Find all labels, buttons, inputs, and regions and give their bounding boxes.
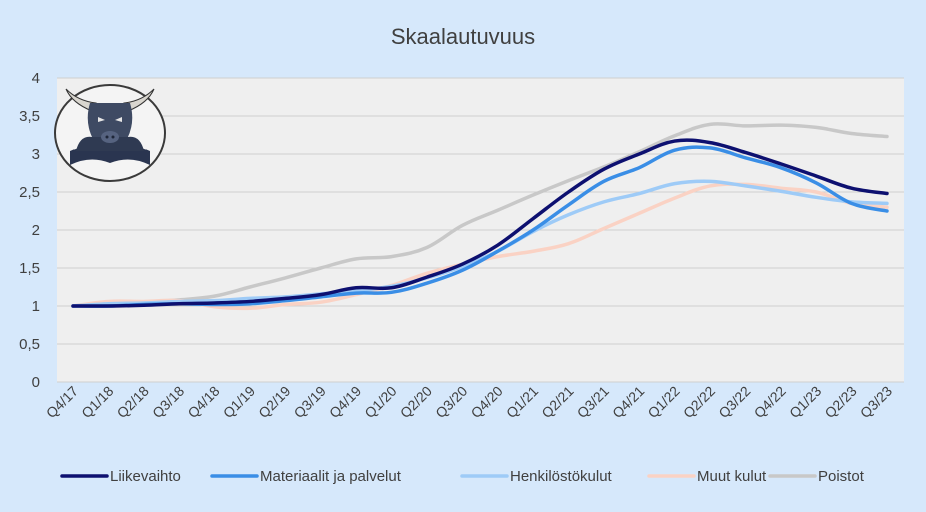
chart-title: Skaalautuvuus	[391, 24, 535, 49]
y-tick-label: 2,5	[19, 184, 40, 201]
y-tick-label: 0,5	[19, 336, 40, 353]
legend-label: Henkilöstökulut	[510, 468, 613, 485]
y-tick-label: 0	[32, 374, 40, 391]
y-tick-label: 1,5	[19, 260, 40, 277]
series-line-5	[71, 122, 889, 308]
legend: Liikevaihto Materiaalit ja palvelut Henkil…	[60, 468, 865, 485]
y-tick-label: 2	[32, 222, 40, 239]
series-line-1	[71, 138, 889, 308]
y-tick-label: 3	[32, 146, 40, 163]
legend-label: Muut kulut	[697, 468, 767, 485]
y-tick-label: 3,5	[19, 108, 40, 125]
legend-label: Poistot	[818, 468, 865, 485]
y-axis-ticks: 0 0,5 1 1,5 2 2,5 3 3,5 4	[19, 70, 40, 391]
gridlines	[57, 77, 904, 383]
bull-reading-book-logo	[54, 84, 166, 182]
y-tick-label: 4	[32, 70, 40, 87]
legend-label: Materiaalit ja palvelut	[260, 468, 402, 485]
legend-label: Liikevaihto	[110, 468, 181, 485]
series-lines	[71, 122, 889, 311]
y-tick-label: 1	[32, 298, 40, 315]
